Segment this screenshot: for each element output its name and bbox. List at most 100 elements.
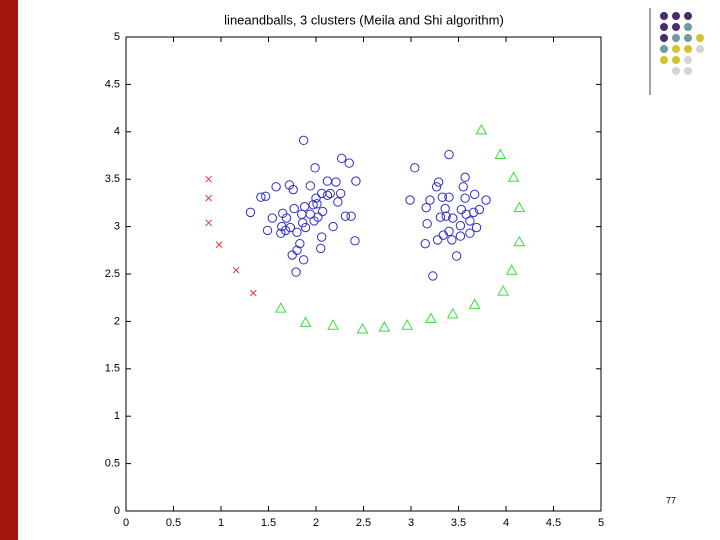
point [447,235,457,245]
point [455,220,466,231]
point [497,285,509,296]
dot [696,34,704,42]
point [438,230,448,240]
point [316,243,326,254]
point [271,182,281,192]
dot [696,45,704,53]
point [276,228,286,238]
dot [672,45,680,53]
point [513,201,526,213]
point [420,238,430,249]
x-tick-label: 4.5 [546,517,561,529]
y-tick-label: 5 [114,31,120,43]
point [311,193,321,203]
point [305,181,315,191]
point [232,266,240,274]
dot [660,34,668,42]
x-tick-label: 2.5 [356,517,371,529]
y-tick-label: 0 [114,505,120,517]
dot [684,12,692,20]
point [456,204,467,215]
point [431,182,442,192]
point [340,211,351,221]
point [505,264,518,275]
point [308,200,318,210]
dot [672,34,680,42]
point [344,158,354,168]
point [440,203,450,214]
point [215,241,223,248]
point [465,228,475,238]
point [292,245,302,256]
point [356,322,369,334]
point [289,203,299,214]
point [325,188,335,199]
x-tick-label: 2 [313,517,319,529]
y-tick-label: 3.5 [105,173,120,185]
x-tick-label: 1.5 [261,517,276,529]
dot [684,34,692,42]
point [432,235,443,245]
point [433,177,444,187]
point [281,213,292,223]
y-tick-label: 2 [114,315,120,327]
point [350,236,360,246]
point [437,192,448,202]
x-tick-label: 5 [598,517,604,529]
page-number: 77 [666,495,676,505]
point [299,201,310,212]
dot [660,23,668,31]
point [331,177,341,187]
dot [660,45,668,53]
y-tick-label: 1 [114,410,120,422]
point [298,255,309,265]
point [317,206,328,217]
point [405,195,415,205]
dot [672,12,680,20]
point [288,184,298,195]
side-bar [0,0,18,540]
point [351,176,361,186]
point [494,148,507,160]
point [287,250,297,260]
point [474,204,485,215]
point [310,163,320,173]
point [465,216,475,226]
point [298,218,308,228]
point [460,172,470,183]
x-tick-label: 3 [408,517,414,529]
point [205,175,213,183]
dot [672,23,680,31]
point [507,171,520,182]
dot [660,56,668,64]
dot [672,67,680,75]
point [448,213,458,223]
point [328,221,338,232]
point [460,193,470,203]
point [446,307,459,319]
point [458,182,468,192]
point [267,213,277,223]
dot [684,56,692,64]
point [260,191,271,201]
point [444,192,454,202]
x-tick-label: 3.5 [451,517,466,529]
point [346,211,356,221]
point [513,235,526,247]
y-tick-label: 0.5 [105,458,120,470]
point [256,192,266,202]
point [475,123,488,135]
point [425,312,437,324]
point [336,153,347,164]
point [333,197,343,207]
point [441,211,451,221]
point [245,207,256,218]
y-tick-label: 4 [114,126,120,138]
point [471,222,482,233]
point [327,319,339,330]
point [468,298,481,309]
point [312,199,322,209]
point [401,319,414,330]
point [292,227,302,237]
